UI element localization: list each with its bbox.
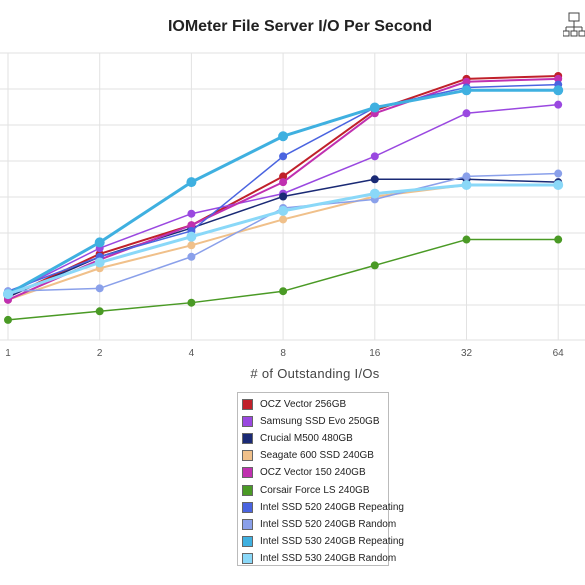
legend-label: Corsair Force LS 240GB bbox=[260, 484, 370, 496]
data-point[interactable] bbox=[462, 109, 471, 118]
data-point[interactable] bbox=[94, 257, 105, 268]
data-point[interactable] bbox=[4, 315, 12, 324]
network-icon bbox=[563, 12, 585, 37]
legend-label: Intel SSD 520 240GB Repeating bbox=[260, 501, 404, 513]
data-point[interactable] bbox=[554, 100, 563, 109]
data-point[interactable] bbox=[554, 169, 563, 178]
data-point[interactable] bbox=[278, 131, 289, 142]
data-point[interactable] bbox=[278, 205, 289, 216]
legend-swatch bbox=[242, 535, 253, 547]
data-point[interactable] bbox=[187, 221, 196, 230]
data-point[interactable] bbox=[462, 172, 471, 181]
legend-label: Intel SSD 520 240GB Random bbox=[260, 518, 397, 530]
data-point[interactable] bbox=[279, 178, 288, 187]
legend-item[interactable]: Corsair Force LS 240GB bbox=[242, 481, 388, 498]
legend-swatch bbox=[242, 467, 253, 479]
legend-swatch bbox=[242, 450, 253, 462]
data-point[interactable] bbox=[370, 261, 379, 270]
data-point[interactable] bbox=[369, 188, 380, 199]
legend-label: OCZ Vector 150 240GB bbox=[260, 467, 366, 479]
series-5 bbox=[4, 235, 563, 324]
x-tick-label: 32 bbox=[461, 348, 473, 359]
legend-label: Samsung SSD Evo 250GB bbox=[260, 416, 380, 428]
legend-item[interactable]: Crucial M500 480GB bbox=[242, 430, 388, 447]
data-point[interactable] bbox=[279, 215, 288, 224]
legend-swatch bbox=[242, 552, 253, 564]
data-point[interactable] bbox=[461, 180, 472, 191]
data-point[interactable] bbox=[95, 307, 104, 316]
series-9 bbox=[3, 180, 564, 300]
data-point[interactable] bbox=[279, 287, 288, 296]
x-axis-title: # of Outstanding I/Os bbox=[250, 366, 380, 381]
data-point[interactable] bbox=[279, 152, 288, 161]
legend-item[interactable]: Samsung SSD Evo 250GB bbox=[242, 413, 388, 430]
data-point[interactable] bbox=[279, 192, 288, 201]
data-point[interactable] bbox=[279, 172, 288, 181]
legend-swatch bbox=[242, 518, 253, 530]
data-point[interactable] bbox=[94, 237, 105, 248]
data-point[interactable] bbox=[370, 175, 379, 184]
legend-label: Intel SSD 530 240GB Random bbox=[260, 552, 397, 564]
legend-item[interactable]: Intel SSD 530 240GB Random bbox=[242, 550, 396, 567]
x-tick-label: 16 bbox=[369, 348, 381, 359]
data-point[interactable] bbox=[369, 102, 380, 113]
legend-item[interactable]: Seagate 600 SSD 240GB bbox=[242, 447, 388, 464]
legend-swatch bbox=[242, 399, 253, 411]
data-point[interactable] bbox=[553, 180, 564, 191]
data-point[interactable] bbox=[95, 284, 104, 293]
data-point[interactable] bbox=[554, 235, 563, 244]
legend-label: Seagate 600 SSD 240GB bbox=[260, 450, 374, 462]
legend-item[interactable]: Intel SSD 530 240GB Repeating bbox=[242, 533, 404, 550]
data-point[interactable] bbox=[187, 241, 196, 250]
data-point[interactable] bbox=[187, 298, 196, 307]
legend-item[interactable]: Intel SSD 520 240GB Repeating bbox=[242, 499, 404, 516]
legend: OCZ Vector 256GB Samsung SSD Evo 250GB Cru… bbox=[237, 392, 404, 567]
data-point[interactable] bbox=[187, 209, 196, 218]
data-point[interactable] bbox=[554, 74, 563, 83]
x-tick-label: 2 bbox=[97, 348, 103, 359]
data-point[interactable] bbox=[462, 235, 471, 244]
series-8 bbox=[3, 85, 564, 300]
x-tick-label: 1 bbox=[5, 348, 11, 359]
data-point[interactable] bbox=[553, 85, 564, 96]
grid bbox=[0, 52, 585, 341]
legend-item[interactable]: OCZ Vector 150 240GB bbox=[242, 464, 388, 481]
legend-swatch bbox=[242, 501, 253, 513]
chart-plot: 1 2 4 8 16 32 64 bbox=[0, 52, 585, 359]
legend-swatch bbox=[242, 433, 253, 445]
data-point[interactable] bbox=[461, 85, 472, 96]
data-point[interactable] bbox=[462, 77, 471, 86]
data-point[interactable] bbox=[3, 289, 13, 300]
legend-label: Intel SSD 530 240GB Repeating bbox=[260, 535, 404, 547]
legend-swatch bbox=[242, 416, 253, 428]
series-lines bbox=[3, 71, 564, 324]
legend-label: Crucial M500 480GB bbox=[260, 433, 353, 445]
x-axis-ticks: 1 2 4 8 16 32 64 bbox=[5, 348, 564, 359]
legend-item[interactable]: Intel SSD 520 240GB Random bbox=[242, 516, 396, 533]
data-point[interactable] bbox=[370, 152, 379, 161]
legend-label: OCZ Vector 256GB bbox=[260, 399, 347, 411]
x-tick-label: 64 bbox=[553, 348, 565, 359]
data-point[interactable] bbox=[186, 231, 197, 242]
legend-swatch bbox=[242, 484, 253, 496]
x-tick-label: 4 bbox=[189, 348, 195, 359]
legend-item[interactable]: OCZ Vector 256GB bbox=[242, 396, 388, 413]
data-point[interactable] bbox=[186, 177, 197, 188]
data-point[interactable] bbox=[187, 252, 196, 261]
chart-title: IOMeter File Server I/O Per Second bbox=[167, 18, 433, 35]
x-tick-label: 8 bbox=[280, 348, 286, 359]
